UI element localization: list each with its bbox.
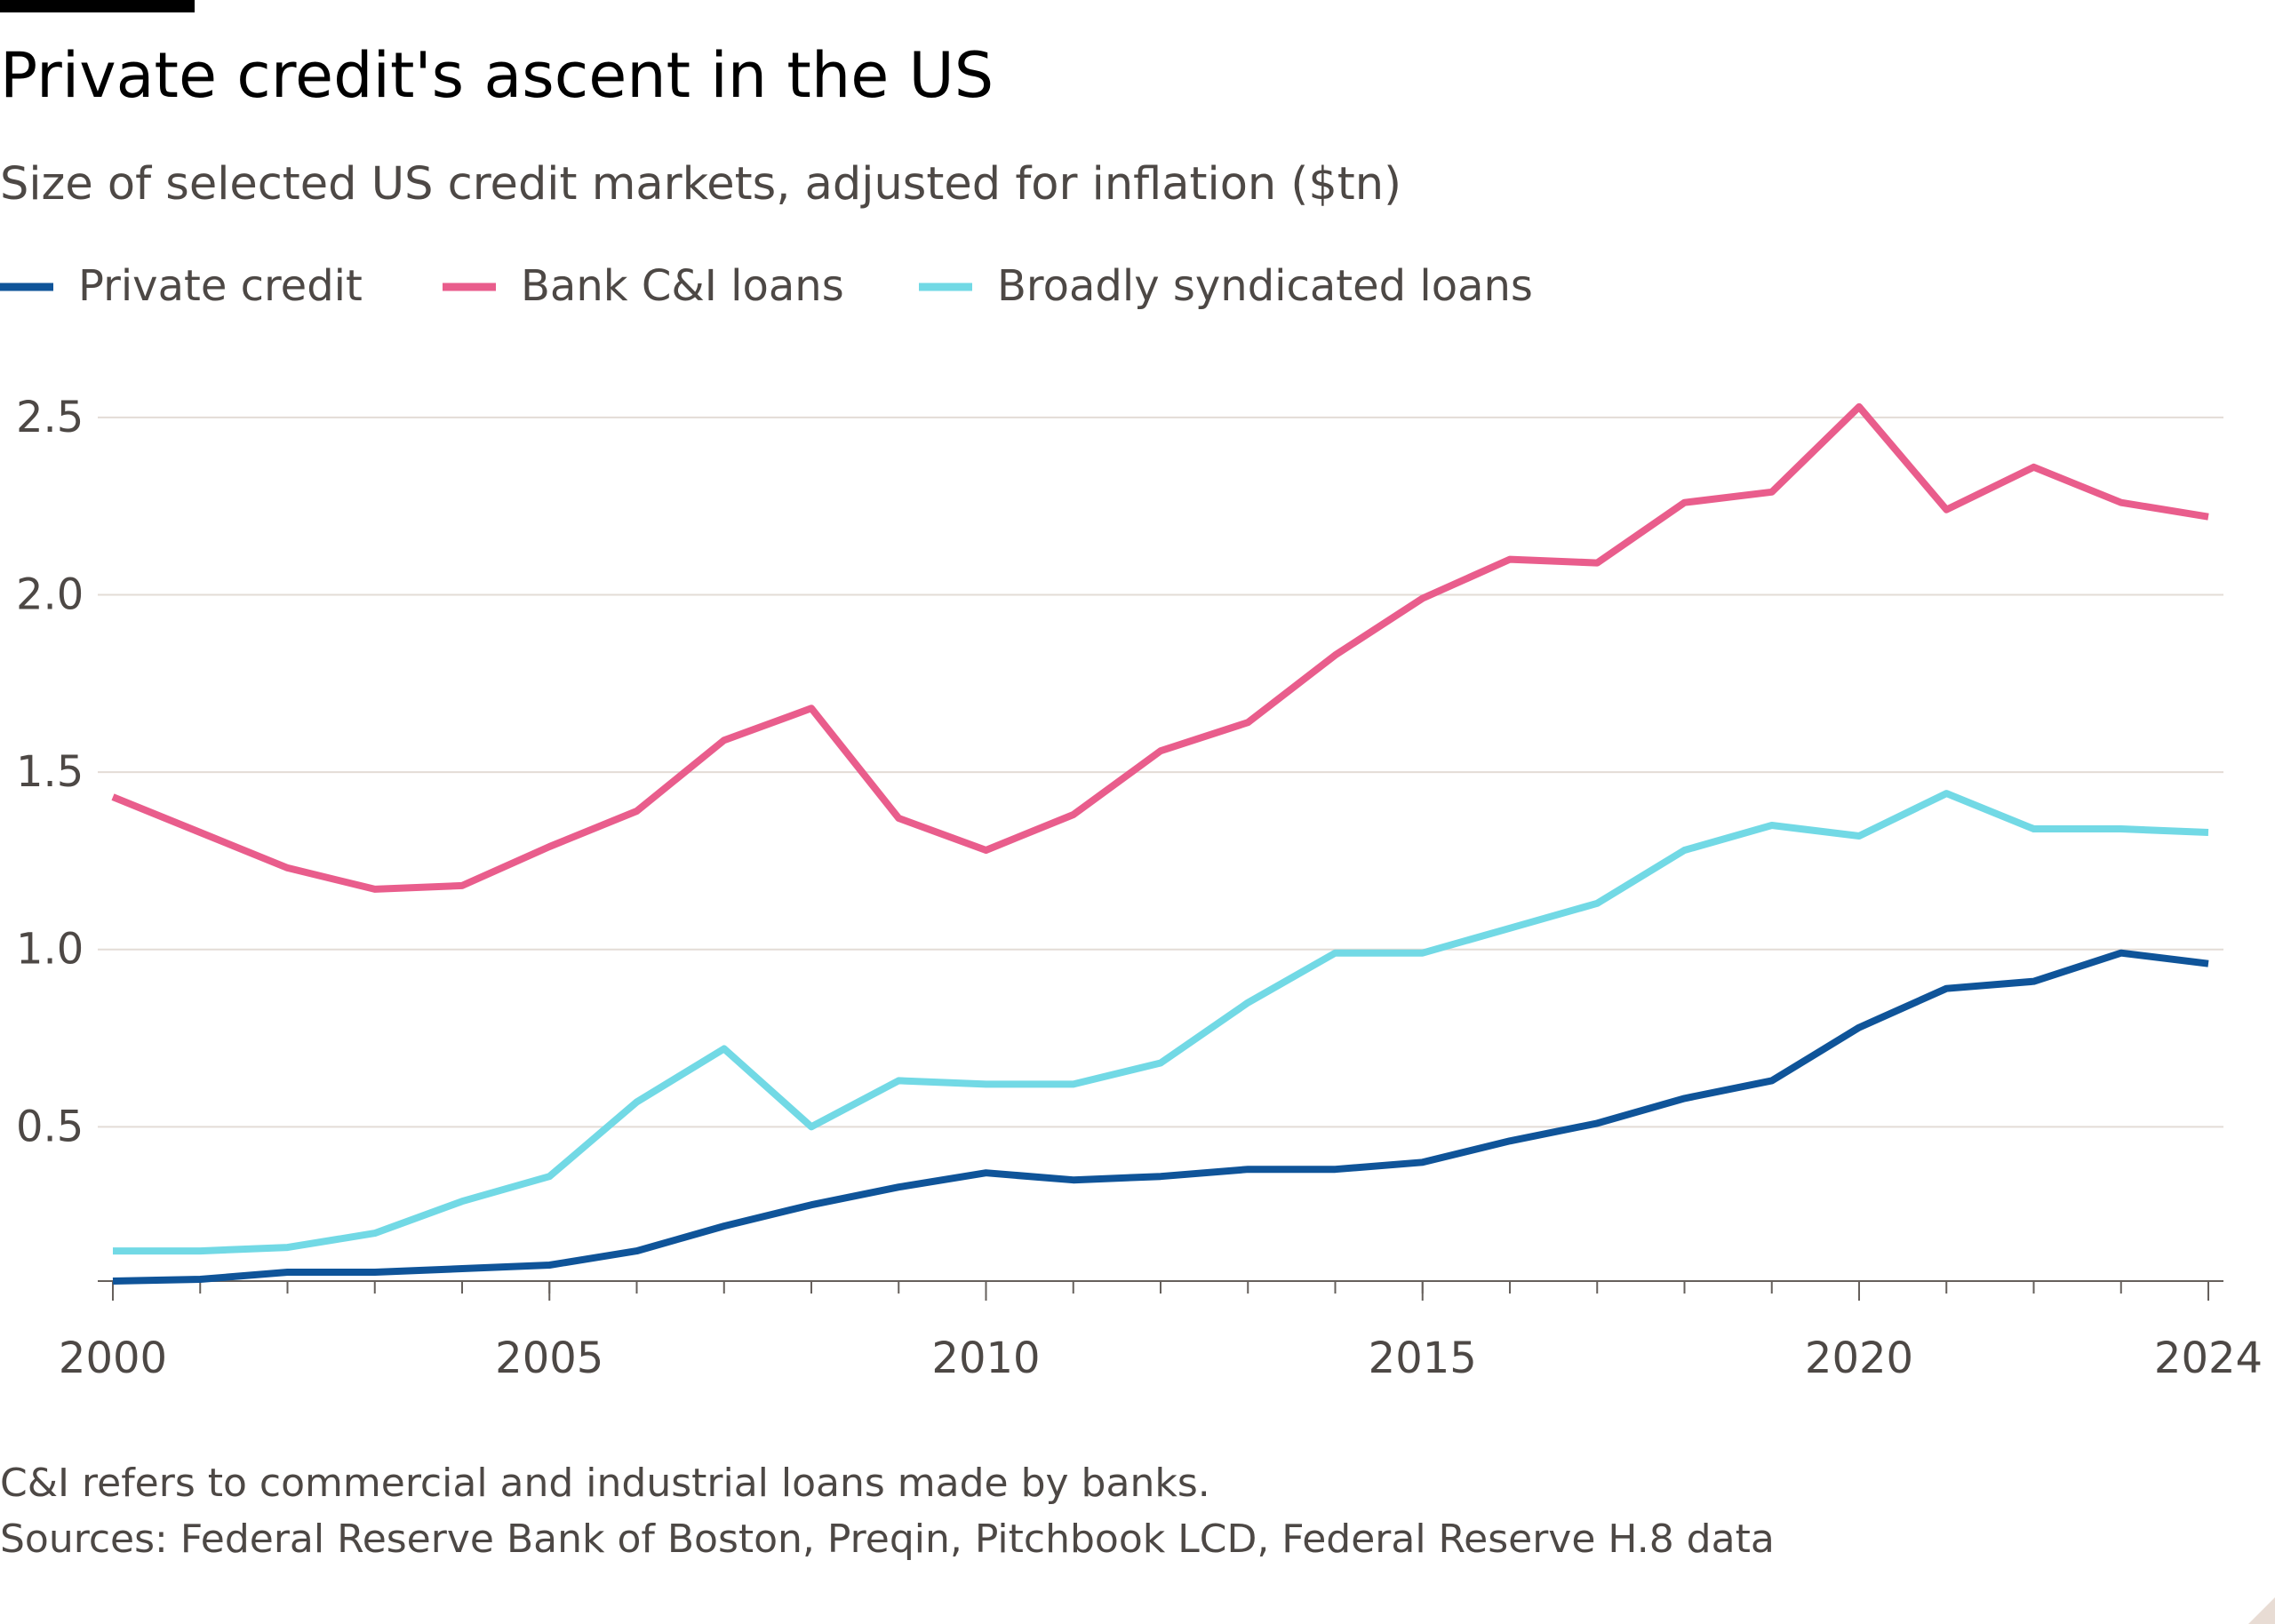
source: Sources: Federal Reserve Bank of Boston,… (0, 1517, 1775, 1562)
legend-label: Broadly syndicated loans (997, 261, 1533, 311)
x-tick-label: 2024 (2154, 1333, 2263, 1383)
series-line (113, 790, 2209, 1255)
top-bar (0, 0, 195, 12)
y-tick-label: 0.5 (16, 1102, 84, 1151)
x-tick-label: 2020 (1805, 1333, 1913, 1383)
y-tick-label: 1.5 (16, 747, 84, 797)
series-line (112, 949, 2209, 1285)
corner-mark (2248, 1597, 2275, 1624)
legend-label: Private credit (78, 261, 363, 311)
legend-label: Bank C&I loans (521, 261, 844, 311)
x-tick-label: 2005 (495, 1333, 603, 1383)
series-line (111, 402, 2209, 893)
chart-title: Private credit's ascent in the US (0, 39, 994, 112)
x-tick-label: 2015 (1369, 1333, 1477, 1383)
y-tick-label: 2.0 (16, 570, 84, 620)
x-tick-label: 2010 (931, 1333, 1040, 1383)
y-tick-label: 2.5 (16, 393, 84, 442)
chart-subtitle: Size of selected US credit markets, adju… (0, 158, 1401, 211)
y-tick-label: 1.0 (16, 925, 84, 975)
x-tick-label: 2000 (59, 1333, 167, 1383)
footnote: C&I refers to commercial and industrial … (0, 1461, 1210, 1506)
